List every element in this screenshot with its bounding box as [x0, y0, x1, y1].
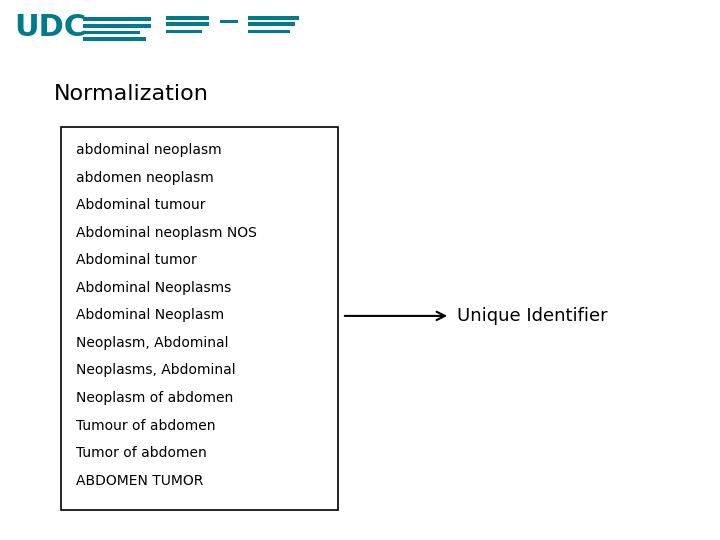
Text: Tumor of abdomen: Tumor of abdomen: [76, 446, 207, 460]
Bar: [248, 22, 295, 26]
Bar: [166, 30, 202, 33]
Text: ABDOMEN TUMOR: ABDOMEN TUMOR: [76, 474, 203, 488]
Bar: [248, 30, 290, 33]
Bar: [248, 16, 299, 19]
Text: Tumour of abdomen: Tumour of abdomen: [76, 418, 215, 433]
Bar: [83, 24, 151, 28]
Bar: [61, 127, 338, 510]
Text: Abdominal neoplasm NOS: Abdominal neoplasm NOS: [76, 226, 256, 240]
Text: Abdominal tumor: Abdominal tumor: [76, 253, 197, 267]
Bar: [83, 17, 151, 21]
Text: Neoplasms, Abdominal: Neoplasms, Abdominal: [76, 363, 235, 377]
Text: Abdominal Neoplasm: Abdominal Neoplasm: [76, 308, 224, 322]
Bar: [166, 16, 209, 19]
Text: Normalization: Normalization: [54, 84, 209, 104]
Text: Neoplasm of abdomen: Neoplasm of abdomen: [76, 391, 233, 405]
Text: Unique Identifier: Unique Identifier: [457, 307, 608, 325]
Bar: [83, 30, 140, 35]
Text: abdomen neoplasm: abdomen neoplasm: [76, 171, 213, 185]
Bar: [83, 37, 146, 40]
Text: Abdominal Neoplasms: Abdominal Neoplasms: [76, 281, 231, 295]
Bar: [166, 22, 209, 26]
Text: Abdominal tumour: Abdominal tumour: [76, 198, 205, 212]
Text: Neoplasm, Abdominal: Neoplasm, Abdominal: [76, 336, 228, 350]
Bar: [220, 19, 238, 23]
Text: abdominal neoplasm: abdominal neoplasm: [76, 143, 221, 157]
Text: UDC: UDC: [14, 14, 86, 43]
